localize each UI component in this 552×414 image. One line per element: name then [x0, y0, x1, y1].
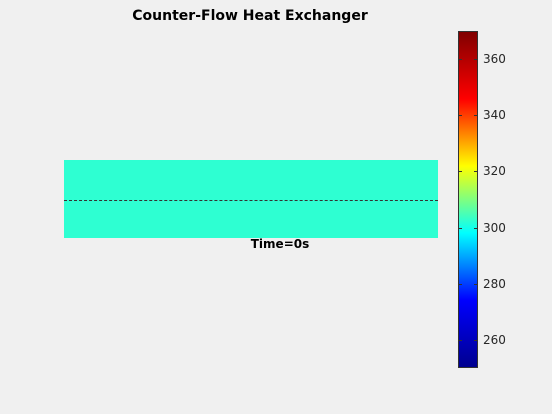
flow-divider-line	[64, 200, 438, 201]
colorbar-tick-mark	[458, 171, 462, 173]
colorbar-tick-mark	[474, 171, 478, 173]
colorbar-tick-mark	[458, 59, 462, 61]
colorbar-tick-label: 340	[483, 108, 506, 123]
colorbar-tick-label: 320	[483, 164, 506, 179]
colorbar-tick-label: 360	[483, 52, 506, 67]
colorbar-tick-label: 300	[483, 220, 506, 235]
colorbar	[458, 31, 478, 368]
colorbar-tick-mark	[474, 115, 478, 117]
colorbar-tick-mark	[458, 339, 462, 341]
colorbar-tick-label: 260	[483, 332, 506, 347]
heat-exchanger-plot	[64, 160, 438, 238]
colorbar-tick-mark	[474, 227, 478, 229]
colorbar-tick-mark	[474, 339, 478, 341]
colorbar-tick-label: 280	[483, 276, 506, 291]
colorbar-tick-mark	[458, 115, 462, 117]
colorbar-tick-mark	[458, 283, 462, 285]
colorbar-tick-mark	[474, 283, 478, 285]
plot-title: Counter-Flow Heat Exchanger	[132, 8, 368, 24]
colorbar-tick-mark	[474, 59, 478, 61]
colorbar-tick-mark	[458, 227, 462, 229]
time-label: Time=0s	[250, 237, 310, 251]
